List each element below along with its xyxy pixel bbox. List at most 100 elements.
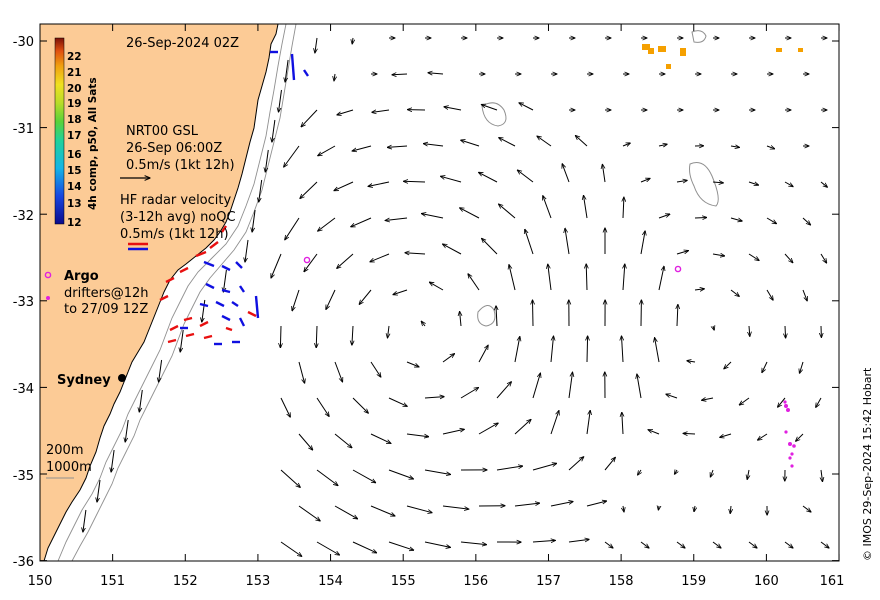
current-vector	[496, 466, 523, 471]
current-vector	[784, 541, 793, 548]
current-vector	[568, 539, 589, 543]
current-vector	[280, 469, 300, 487]
current-vector	[352, 541, 377, 553]
current-vector	[478, 423, 498, 435]
current-vector	[351, 217, 372, 227]
map-timestamp: 26-Sep-2024 02Z	[126, 36, 239, 51]
current-vector	[460, 312, 461, 327]
x-tick-label: 157	[536, 574, 561, 589]
colorbar-tick: 14	[67, 181, 82, 193]
current-vector-field	[83, 38, 829, 556]
isobath-label-1000: 1000m	[46, 460, 92, 475]
current-vector	[622, 412, 623, 435]
current-vector	[802, 217, 811, 225]
x-tick-label: 151	[100, 574, 125, 589]
colorbar-tick: 15	[67, 165, 82, 177]
hf-radar-vector	[221, 314, 231, 322]
current-vector	[284, 145, 300, 167]
x-tick-label: 158	[609, 574, 634, 589]
current-vector	[739, 397, 750, 405]
y-tick-label: -30	[13, 35, 34, 50]
current-vector	[623, 197, 624, 219]
current-vector	[820, 181, 827, 187]
axis-ticks	[39, 24, 840, 562]
current-vector	[479, 172, 498, 183]
current-vector	[460, 388, 479, 399]
current-vector	[712, 541, 721, 548]
current-vector	[784, 253, 793, 263]
current-vector	[694, 505, 695, 512]
current-vector	[370, 505, 395, 516]
current-vector	[533, 300, 534, 327]
gsl-legend: NRT00 GSL 26-Sep 06:00Z 0.5m/s (1kt 12h)	[120, 124, 235, 178]
current-vector	[820, 541, 829, 548]
drifter-track	[46, 296, 796, 468]
hf-radar-vector	[290, 53, 296, 81]
y-axis-labels: -30 -31 -32 -33 -34 -35 -36	[13, 35, 34, 570]
current-vector	[334, 361, 343, 382]
current-vector	[514, 419, 531, 435]
current-vector	[676, 180, 687, 182]
x-tick-label: 155	[391, 574, 416, 589]
current-vector	[441, 176, 462, 183]
current-vector	[422, 214, 444, 219]
current-vector	[604, 541, 613, 548]
current-vector	[499, 204, 516, 219]
current-vector	[640, 178, 650, 183]
current-vector	[748, 253, 759, 261]
current-vector	[648, 430, 660, 435]
current-vector	[800, 361, 804, 373]
current-vector	[372, 110, 390, 112]
hf-radar-vector	[221, 264, 231, 272]
current-vector	[444, 107, 462, 111]
x-tick-label: 150	[28, 574, 53, 589]
current-vector	[658, 144, 667, 146]
current-vector	[285, 59, 289, 82]
current-vector	[461, 140, 480, 147]
hf-radar-vector	[159, 294, 169, 302]
drifters-label: drifters@12h	[64, 286, 149, 301]
current-vector	[637, 374, 642, 399]
city-label-sydney: Sydney	[57, 373, 111, 388]
sst-colorbar: 22 21 20 19 18 17 16 15 14 13 12 4h comp…	[54, 37, 99, 229]
current-vector	[604, 457, 615, 471]
x-tick-label: 154	[318, 574, 343, 589]
hf-radar-vector	[221, 225, 227, 233]
current-vector	[405, 253, 426, 254]
hf-radar-vector	[203, 334, 213, 340]
current-vector	[352, 325, 353, 345]
current-vector	[748, 182, 759, 185]
current-vector	[532, 373, 540, 399]
current-vector	[532, 463, 557, 471]
current-vector	[675, 470, 678, 474]
current-vector	[352, 37, 353, 44]
current-vector	[392, 74, 408, 75]
current-vector	[265, 149, 269, 172]
hf-radar-vector	[247, 310, 257, 318]
current-vector	[730, 146, 739, 147]
colorbar-tick: 13	[67, 198, 82, 210]
current-vector	[694, 218, 707, 219]
current-vector	[562, 164, 570, 183]
current-vector	[334, 433, 352, 448]
hf-radar-vector	[303, 69, 309, 77]
current-vector	[318, 145, 336, 156]
current-vector	[460, 208, 480, 219]
current-vector	[796, 433, 804, 441]
current-vector	[565, 228, 570, 255]
current-vector	[550, 411, 559, 435]
current-vector	[370, 253, 390, 262]
current-vector	[730, 505, 731, 514]
current-vector	[730, 289, 739, 296]
current-vector	[623, 264, 625, 291]
hf-radar-vector	[195, 250, 207, 258]
current-vector	[316, 325, 317, 348]
current-vector	[766, 217, 777, 224]
current-vector	[393, 289, 408, 295]
current-vector	[388, 469, 413, 479]
gsl-time: 26-Sep 06:00Z	[126, 141, 222, 156]
current-vector	[712, 254, 725, 256]
current-vector	[640, 541, 649, 548]
colorbar-tick: 22	[67, 51, 82, 63]
